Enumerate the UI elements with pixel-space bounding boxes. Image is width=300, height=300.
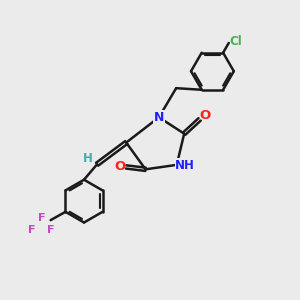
Text: Cl: Cl [230,35,243,48]
Text: O: O [114,160,125,173]
Text: H: H [83,152,93,165]
Text: F: F [38,213,46,223]
Text: F: F [28,225,36,235]
Text: O: O [200,109,211,122]
Text: F: F [47,225,55,235]
Text: N: N [154,111,164,124]
Text: NH: NH [175,159,195,172]
